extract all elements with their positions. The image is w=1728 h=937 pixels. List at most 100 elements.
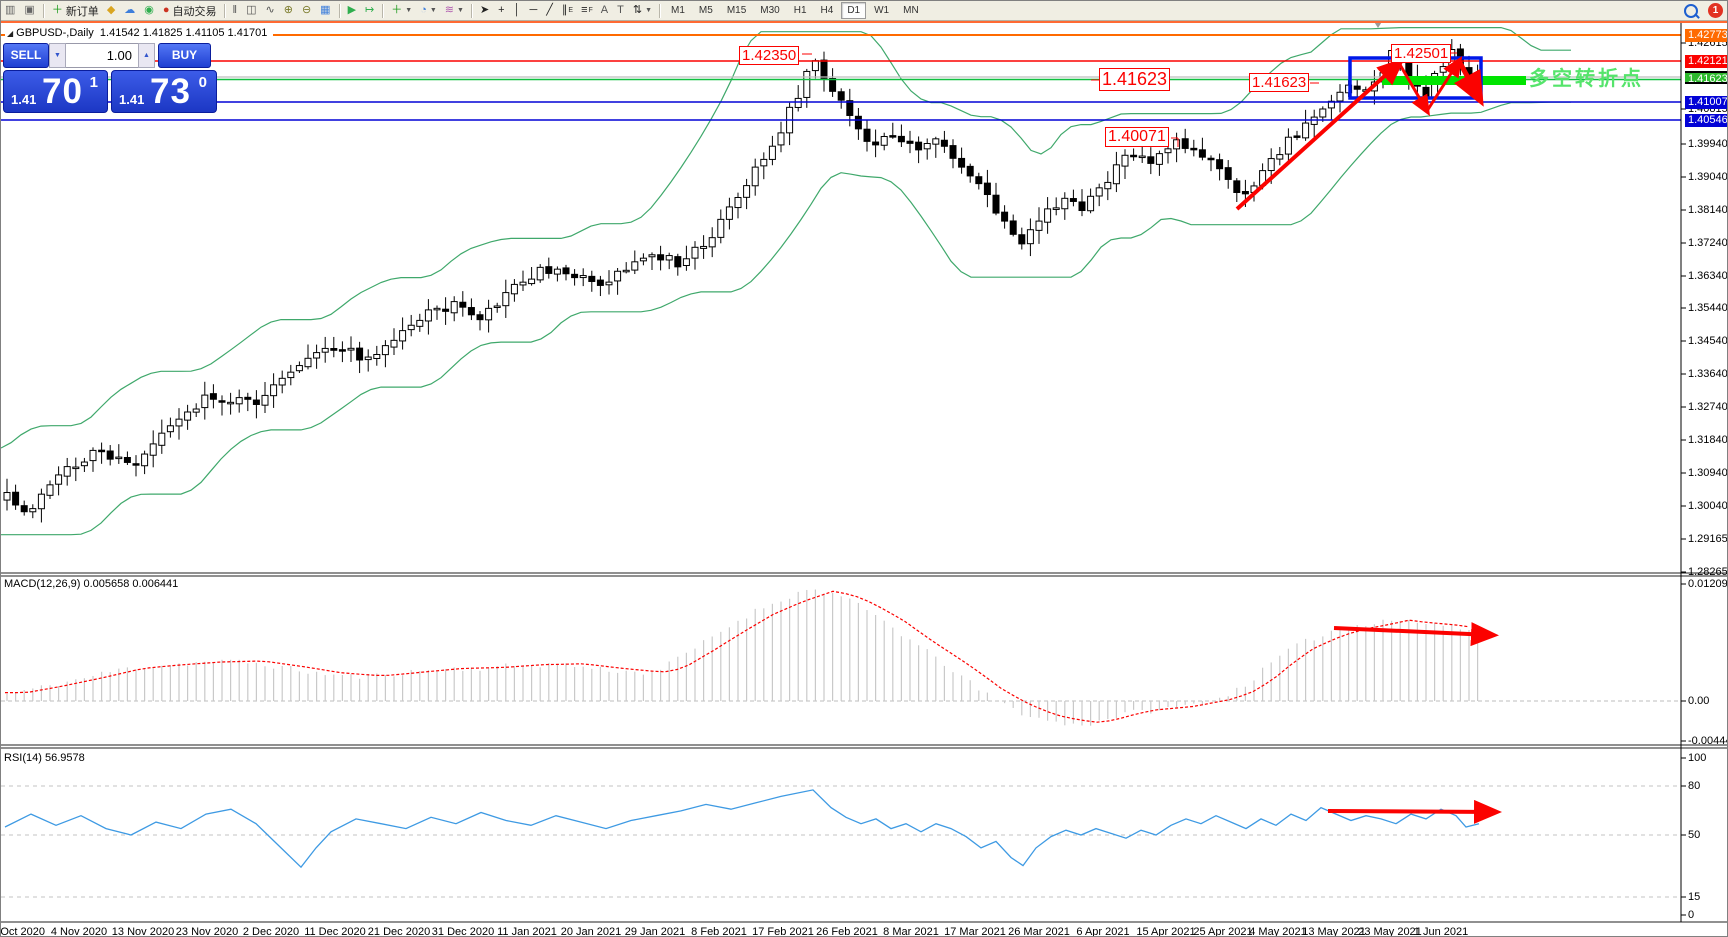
candle: [588, 275, 596, 282]
fibonacci-button[interactable]: ≡ F: [577, 1, 597, 20]
candle: [46, 484, 54, 496]
dropdown-caret-icon: ▼: [429, 7, 437, 14]
line-chart-icon[interactable]: ∿: [262, 1, 280, 20]
bar-chart-icon[interactable]: ‖: [229, 1, 243, 20]
candle: [1284, 136, 1292, 155]
auto-trading-button[interactable]: ● 自动交易: [159, 1, 221, 20]
candle: [424, 309, 432, 322]
volume-decrease-button[interactable]: ▼: [49, 43, 66, 68]
arrows-button[interactable]: ⇅ ▼: [629, 1, 656, 20]
timeframe-m30-button[interactable]: M30: [760, 5, 780, 16]
indicators-button[interactable]: ＋ ▼: [387, 1, 416, 20]
tile-windows-icon[interactable]: ▦: [316, 1, 335, 20]
notifications-icon[interactable]: 1: [1708, 3, 1723, 18]
timeframe-m5-button[interactable]: M5: [698, 5, 713, 16]
candle: [467, 307, 475, 316]
candle: [708, 237, 716, 248]
zoom-out-button[interactable]: ⊖: [298, 1, 316, 20]
candle: [1009, 220, 1017, 235]
candle: [80, 461, 88, 467]
candle: [992, 194, 1000, 214]
timeframe-h1-button[interactable]: H1: [793, 5, 807, 16]
trendline-button[interactable]: ╱: [542, 1, 558, 20]
candle: [1198, 149, 1206, 158]
periods-button[interactable]: ◔ ▼: [416, 1, 441, 20]
candle: [399, 330, 407, 342]
red-trend-arrow[interactable]: [1453, 59, 1484, 107]
red-trend-arrow[interactable]: [1327, 799, 1502, 824]
candle: [29, 508, 37, 513]
candle: [1181, 138, 1189, 149]
signals-icon[interactable]: ◉: [140, 1, 159, 20]
candle: [244, 396, 252, 400]
mql-wizard-icon[interactable]: ◆: [103, 1, 120, 20]
green-highlight-bar[interactable]: [1382, 76, 1526, 85]
cursor-button[interactable]: ➤: [476, 1, 494, 20]
hline-button[interactable]: ─: [525, 1, 542, 20]
candle: [553, 268, 561, 275]
new-order-button-label: 新订单: [65, 5, 99, 18]
chart-title-icon: ◢: [7, 29, 14, 38]
timeframe-mn-button[interactable]: MN: [903, 5, 919, 16]
text-button[interactable]: A: [597, 1, 613, 20]
red-trend-arrow[interactable]: [1235, 57, 1405, 211]
candle: [648, 254, 656, 258]
search-icon[interactable]: [1684, 3, 1698, 18]
community-icon-glyph: ☁: [124, 4, 136, 16]
new-order-button[interactable]: ＋新订单: [48, 1, 103, 20]
toolbar-right-group: 1: [1684, 3, 1727, 18]
red-trend-arrow[interactable]: [1425, 55, 1463, 112]
timeframe-d1-button[interactable]: D1: [841, 2, 867, 19]
candle: [983, 182, 991, 196]
candle: [485, 307, 493, 321]
vline-button[interactable]: │: [510, 1, 526, 20]
candle: [1001, 211, 1009, 222]
candle: [12, 491, 20, 506]
candle: [1138, 155, 1146, 159]
volume-increase-button[interactable]: ▲: [138, 43, 155, 68]
red-trend-arrow[interactable]: [1333, 622, 1499, 647]
timeframe-m1-button[interactable]: M1: [671, 5, 685, 16]
cursor-glyph: ➤: [479, 4, 490, 16]
templates-button[interactable]: ≋ ▼: [441, 1, 468, 20]
candle: [3, 492, 11, 501]
zoom-in-button[interactable]: ⊕: [280, 1, 298, 20]
auto-trading-glyph: ●: [162, 4, 170, 16]
toolbar-separator: [338, 3, 341, 18]
candle: [975, 176, 983, 185]
candle: [1302, 122, 1310, 139]
candle: [459, 301, 467, 308]
crosshair-glyph: +: [498, 4, 505, 16]
auto-scroll-button[interactable]: ▶: [344, 1, 361, 20]
turning-point-annotation[interactable]: 多空转折点: [1529, 68, 1644, 90]
timeframe-h4-button[interactable]: H4: [820, 5, 834, 16]
candle: [287, 371, 295, 379]
sell-button[interactable]: SELL: [3, 43, 49, 68]
candle: [906, 140, 914, 144]
line-chart-icon-glyph: ∿: [265, 4, 275, 16]
chart-profile-icon[interactable]: ▥: [1, 1, 20, 20]
candle: [115, 456, 123, 460]
data-window-icon[interactable]: ▣: [20, 1, 39, 20]
sell-price-button[interactable]: 1.41 70 1: [3, 70, 108, 113]
candle: [1155, 153, 1163, 165]
candle: [261, 394, 269, 406]
chart-shift-button[interactable]: ↦: [361, 1, 379, 20]
candle: [1104, 181, 1112, 190]
community-icon[interactable]: ☁: [120, 1, 140, 20]
candle: [1233, 180, 1241, 193]
volume-input[interactable]: [66, 43, 138, 68]
crosshair-button[interactable]: +: [494, 1, 509, 20]
chart-title: ◢ GBPUSD-,Daily 1.41542 1.41825 1.41105 1…: [5, 27, 274, 39]
timeframe-m15-button[interactable]: M15: [726, 5, 747, 16]
buy-price-button[interactable]: 1.41 73 0: [111, 70, 217, 113]
candle-chart-icon[interactable]: ◫: [242, 1, 261, 20]
red-trend-arrow[interactable]: [1397, 62, 1431, 117]
label-button[interactable]: T: [613, 1, 629, 20]
timeframe-w1-button[interactable]: W1: [874, 5, 890, 16]
buy-button[interactable]: BUY: [158, 43, 211, 68]
sell-price-base: 1.41: [11, 92, 37, 107]
candle: [940, 139, 948, 147]
channel-button[interactable]: ∥ E: [558, 1, 577, 20]
